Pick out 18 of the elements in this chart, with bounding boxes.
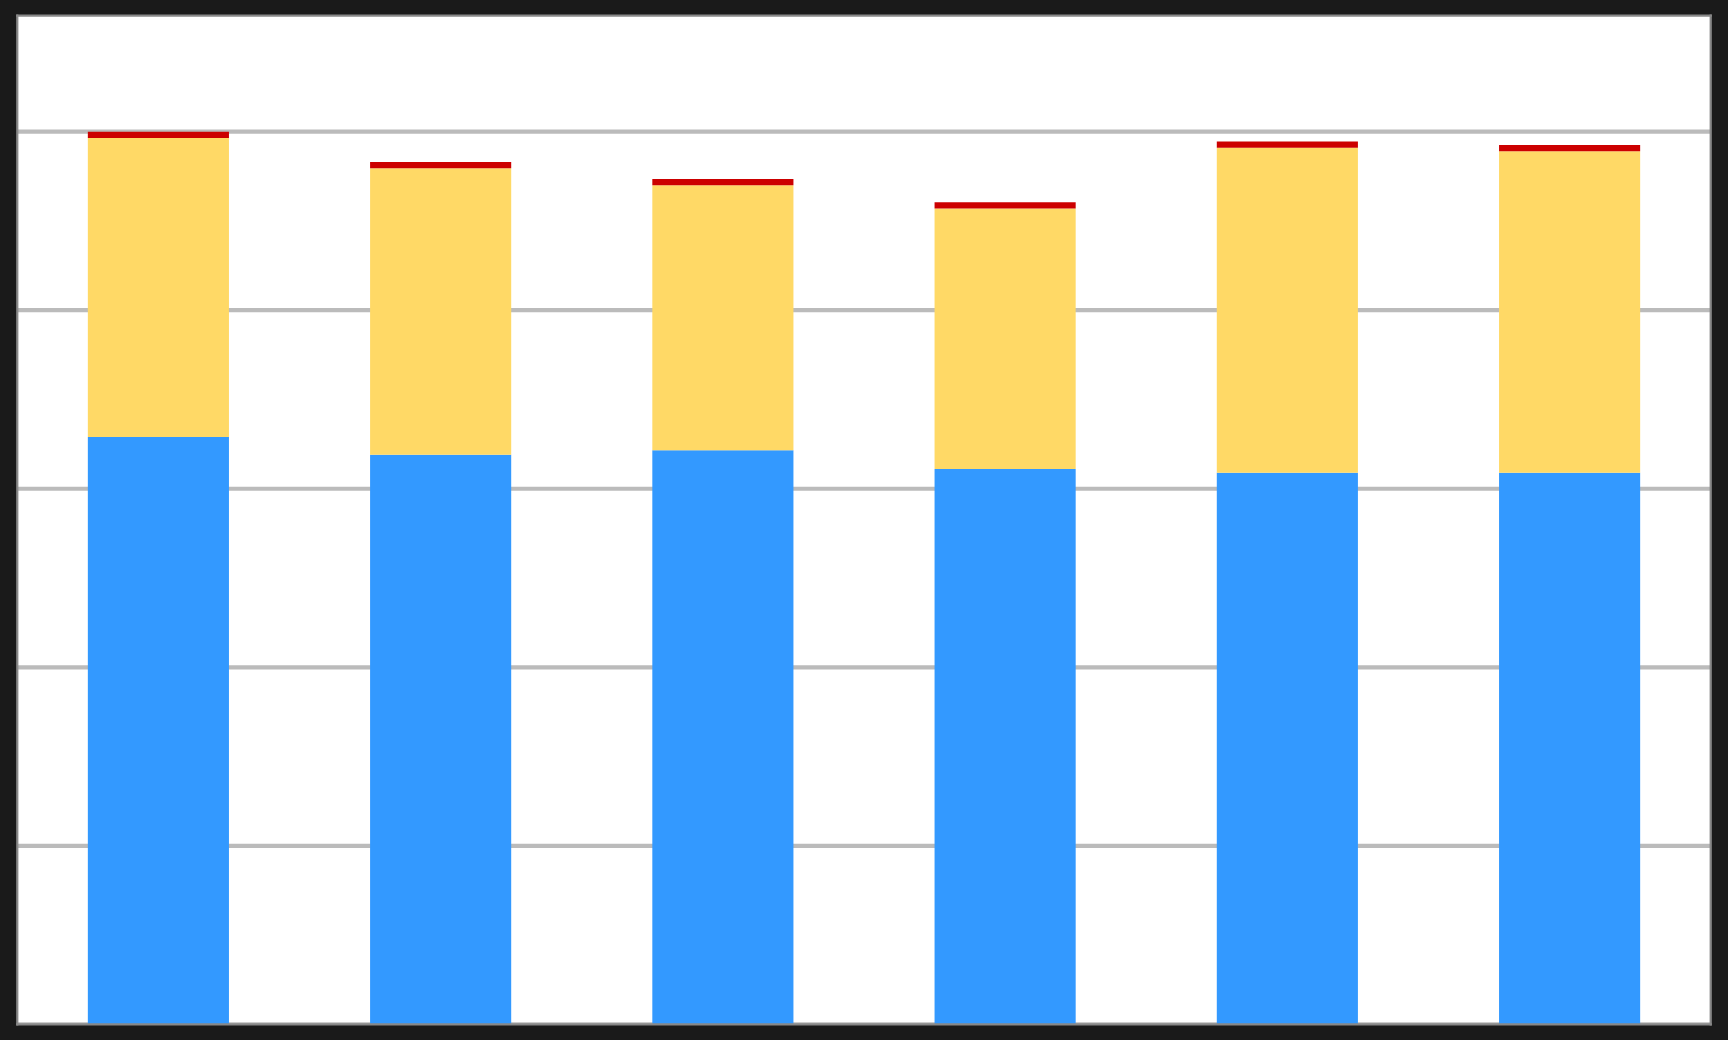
bar bbox=[1499, 151, 1641, 473]
bar bbox=[87, 131, 229, 138]
bar bbox=[652, 178, 794, 186]
bar bbox=[1499, 145, 1641, 152]
bar bbox=[370, 454, 512, 1025]
bar bbox=[370, 168, 512, 455]
bar bbox=[87, 436, 229, 1025]
bar bbox=[1216, 472, 1358, 1025]
bar bbox=[934, 202, 1076, 209]
bar bbox=[1216, 147, 1358, 473]
bar bbox=[652, 185, 794, 451]
bar bbox=[934, 208, 1076, 470]
bar bbox=[87, 137, 229, 437]
bar bbox=[934, 469, 1076, 1025]
bar bbox=[1216, 141, 1358, 148]
bar bbox=[652, 450, 794, 1025]
bar bbox=[1499, 472, 1641, 1025]
bar bbox=[370, 162, 512, 169]
